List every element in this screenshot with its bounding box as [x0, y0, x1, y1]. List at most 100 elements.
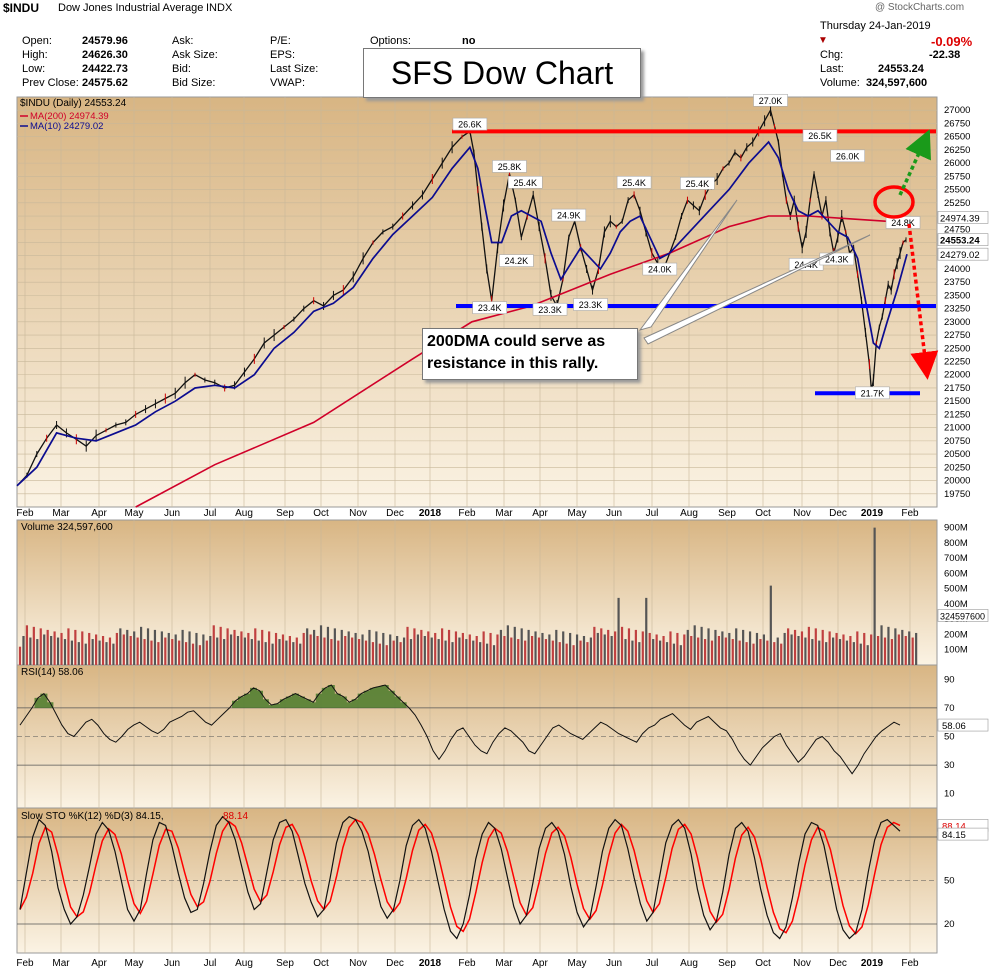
- sto-tick-label: 50: [944, 876, 955, 887]
- x-tick-label: Dec: [829, 958, 847, 969]
- price-tick-label: 20250: [944, 462, 970, 473]
- x-tick-label: Mar: [495, 958, 513, 969]
- price-label: 23.3K: [579, 300, 603, 310]
- x-tick-label: Jun: [606, 508, 622, 519]
- last-value-label: 24974.39: [940, 213, 980, 224]
- change-pct: -0.09%: [931, 34, 973, 49]
- price-label: 24.0K: [648, 265, 672, 275]
- price-panel-title: $INDU (Daily) 24553.24: [20, 98, 127, 109]
- sto-last-label: 88.14: [942, 821, 966, 832]
- options-value: no: [462, 35, 476, 47]
- x-tick-label: Sep: [276, 958, 294, 969]
- stat-value: 24422.73: [82, 63, 128, 75]
- price-label-box: [753, 93, 788, 107]
- bid-label: Bid:: [172, 63, 191, 75]
- price-label-box: [616, 175, 652, 189]
- volume-tick-label: 200M: [944, 629, 968, 640]
- x-tick-label: Feb: [458, 958, 476, 969]
- x-tick-label: Dec: [386, 958, 404, 969]
- price-label-box: [532, 302, 568, 316]
- price-tick-label: 23750: [944, 277, 970, 288]
- price-label-box: [507, 175, 543, 189]
- rsi-overbought-fill: [34, 685, 407, 708]
- overlay-title: SFS Dow Chart: [363, 48, 641, 98]
- volume-last-box: [937, 609, 989, 622]
- last-value-box: [937, 211, 989, 224]
- pe-label: P/E:: [270, 35, 291, 47]
- x-tick-label: Apr: [91, 508, 107, 519]
- x-tick-label: 2019: [861, 958, 884, 969]
- price-label: 24.2K: [505, 256, 529, 266]
- down-arrow: [907, 223, 939, 380]
- price-tick-label: 26750: [944, 118, 970, 129]
- price-tick-label: 22750: [944, 330, 970, 341]
- price-tick-label: 19750: [944, 489, 970, 500]
- price-tick-label: 21250: [944, 409, 970, 420]
- exchange: INDX: [206, 2, 233, 14]
- sto-tick-label: 20: [944, 919, 955, 930]
- last-value-box: [937, 233, 989, 246]
- rsi-tick-label: 50: [944, 732, 955, 743]
- x-tick-label: Sep: [718, 958, 736, 969]
- price-tick-label: 24000: [944, 264, 970, 275]
- price-label-box: [551, 208, 587, 222]
- x-tick-label: May: [568, 508, 587, 519]
- volume-last-label: 324597600: [940, 611, 985, 621]
- price-label: 27.0K: [759, 96, 783, 106]
- price-label: 23.4K: [478, 303, 502, 313]
- options-label: Options:: [370, 35, 411, 47]
- x-tick-label: Nov: [349, 958, 367, 969]
- price-label: 24.3K: [825, 255, 849, 265]
- volume-tick-label: 500M: [944, 584, 968, 595]
- x-tick-label: Jul: [204, 958, 217, 969]
- x-tick-label: Sep: [276, 508, 294, 519]
- sto-d-value: 88.14: [223, 811, 248, 822]
- volume-tick-label: 100M: [944, 645, 968, 656]
- rsi-last-box: [937, 718, 989, 732]
- x-tick-label: Mar: [52, 958, 70, 969]
- x-tick-label: 2018: [419, 958, 442, 969]
- x-tick-label: Dec: [386, 508, 404, 519]
- vwap-label: VWAP:: [270, 77, 306, 89]
- price-tick-label: 22250: [944, 357, 970, 368]
- rsi-last-label: 58.06: [942, 721, 966, 732]
- sto-last-box: [937, 827, 989, 841]
- rsi-tick-label: 30: [944, 760, 955, 771]
- price-tick-label: 20500: [944, 449, 970, 460]
- price-label: 25.4K: [686, 179, 710, 189]
- price-tick-label: 26000: [944, 158, 970, 169]
- symbol: $INDU: [3, 1, 40, 15]
- x-tick-label: Feb: [16, 508, 34, 519]
- price-tick-label: 23000: [944, 317, 970, 328]
- price-label: 25.4K: [622, 178, 646, 188]
- x-tick-label: Apr: [532, 508, 548, 519]
- x-tick-label: Jul: [204, 508, 217, 519]
- volume-tick-label: 900M: [944, 523, 968, 534]
- x-tick-label: Oct: [313, 508, 329, 519]
- price-label-box: [830, 149, 865, 163]
- index-name: Dow Jones Industrial Average: [58, 2, 204, 14]
- x-tick-label: Aug: [680, 958, 698, 969]
- x-tick-label: Aug: [235, 508, 253, 519]
- price-tick-label: 26500: [944, 132, 970, 143]
- x-tick-label: Oct: [755, 508, 771, 519]
- x-tick-label: Nov: [793, 958, 811, 969]
- down-arrow-icon: ▼: [818, 35, 828, 46]
- x-tick-label: Aug: [235, 958, 253, 969]
- price-label-box: [680, 177, 715, 190]
- legend-label: MA(10) 24279.02: [30, 121, 103, 132]
- stat-value: 24579.96: [82, 35, 128, 47]
- stat-value: 24626.30: [82, 49, 128, 61]
- stat-value: 24575.62: [82, 77, 128, 89]
- x-tick-label: Oct: [755, 958, 771, 969]
- price-label-box: [499, 254, 534, 267]
- x-tick-label: Mar: [495, 508, 513, 519]
- price-tick-label: 20000: [944, 476, 970, 487]
- price-label: 24.9K: [557, 211, 581, 221]
- price-tick-label: 22000: [944, 370, 970, 381]
- quote-header: $INDU Dow Jones Industrial Average INDX …: [0, 0, 990, 95]
- volume-tick-label: 800M: [944, 538, 968, 549]
- price-tick-label: 21000: [944, 423, 970, 434]
- price-tick-label: 20750: [944, 436, 970, 447]
- credit: @ StockCharts.com: [875, 2, 965, 13]
